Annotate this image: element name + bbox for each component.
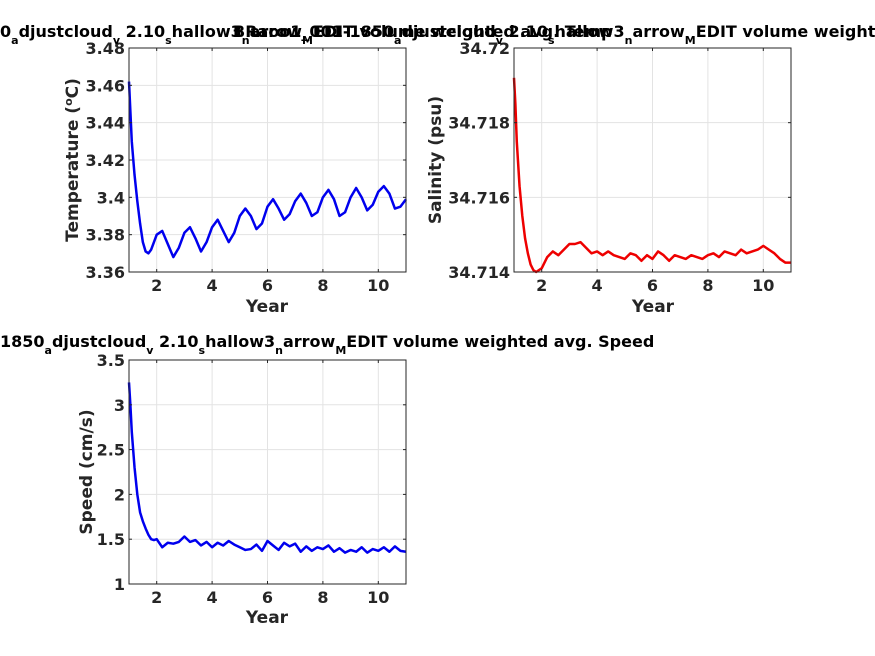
temperature-y-tick-label: 3.46 xyxy=(86,76,125,95)
salinity-title-part: djustcloud xyxy=(401,22,495,41)
salinity-x-tick-label: 2 xyxy=(536,276,547,295)
temperature-y-tick-label: 3.36 xyxy=(86,263,125,282)
salinity-x-tick-label: 6 xyxy=(647,276,658,295)
salinity-series-line xyxy=(512,77,791,274)
speed-title-part: a xyxy=(45,344,52,357)
temperature-title: 0adjustcloudv 2.10shallow3narrowMEDIT vo… xyxy=(0,22,613,47)
speed-title-part: s xyxy=(199,344,206,357)
salinity-title-part: BRaoo1_001-1850 xyxy=(233,22,394,41)
speed-y-tick-label: 3 xyxy=(114,396,125,415)
speed-title-part: 1850 xyxy=(0,332,45,351)
salinity-title-part: v xyxy=(496,34,504,47)
speed-x-tick-label: 2 xyxy=(151,588,162,607)
temperature-title-part: EDIT volume weighted avg. Temp xyxy=(313,22,613,41)
speed-title-part: M xyxy=(335,344,346,357)
speed-ticks: 2 4 6 8 10 1 1.5 2 2.5 3 3.5 xyxy=(97,351,406,607)
speed-title-part: djustcloud xyxy=(52,332,146,351)
salinity-title-part: a xyxy=(394,34,401,47)
temperature-title-part: v xyxy=(113,34,121,47)
salinity-panel: 2 4 6 8 10 34.714 34.716 34.718 34.72 Year Salin… xyxy=(233,22,875,317)
speed-x-tick-label: 4 xyxy=(207,588,218,607)
salinity-x-tick-label: 8 xyxy=(702,276,713,295)
temperature-title-part: a xyxy=(11,34,18,47)
speed-y-tick-label: 3.5 xyxy=(97,351,125,370)
temperature-panel: 2 4 6 8 10 3.36 3.38 3.4 3.42 3.44 3.46 3.48 Year T… xyxy=(0,22,613,317)
speed-title-part: n xyxy=(275,344,283,357)
salinity-grid xyxy=(514,47,791,273)
temperature-title-part: 2.10 xyxy=(120,22,165,41)
speed-title-part: arrow xyxy=(283,332,336,351)
temperature-title-part: arrow xyxy=(250,22,303,41)
temperature-y-tick-label: 3.44 xyxy=(86,114,125,133)
salinity-title-part: EDIT volume weighted avg. Salinity xyxy=(696,22,875,41)
salinity-y-tick-label: 34.718 xyxy=(448,114,510,133)
salinity-y-tick-label: 34.72 xyxy=(459,39,510,58)
salinity-title-part: hallow3 xyxy=(555,22,625,41)
speed-y-tick-label: 1 xyxy=(114,575,125,594)
temperature-title-part: djustcloud xyxy=(19,22,113,41)
speed-y-tick-label: 1.5 xyxy=(97,530,125,549)
temperature-x-tick-label: 2 xyxy=(151,276,162,295)
speed-y-tick-label: 2.5 xyxy=(97,441,125,460)
temperature-y-label-post: C) xyxy=(63,78,83,98)
temperature-title-part: s xyxy=(165,34,172,47)
speed-title-part: 2.10 xyxy=(153,332,198,351)
speed-y-axis-label: Speed (cm/s) xyxy=(77,409,97,534)
temperature-title-part: M xyxy=(302,34,313,47)
speed-title-part: EDIT volume weighted avg. Speed xyxy=(346,332,654,351)
speed-x-tick-label: 10 xyxy=(367,588,389,607)
temperature-x-tick-label: 8 xyxy=(317,276,328,295)
temperature-series-line xyxy=(127,81,408,259)
speed-title: 1850adjustcloudv 2.10shallow3narrowMEDIT… xyxy=(0,332,654,357)
speed-title-part: hallow3 xyxy=(205,332,275,351)
salinity-y-axis-label: Salinity (psu) xyxy=(426,96,446,224)
speed-series-line xyxy=(127,382,407,554)
temperature-y-label-pre: Temperature ( xyxy=(63,106,83,242)
temperature-x-tick-label: 4 xyxy=(207,276,218,295)
temperature-grid xyxy=(129,47,406,273)
salinity-title-part: n xyxy=(625,34,633,47)
temperature-y-tick-label: 3.42 xyxy=(86,151,125,170)
salinity-x-tick-label: 4 xyxy=(592,276,603,295)
salinity-title-part: 2.10 xyxy=(503,22,548,41)
temperature-y-tick-label: 3.48 xyxy=(86,39,125,58)
temperature-x-axis-label: Year xyxy=(245,297,289,317)
temperature-title-part: n xyxy=(242,34,250,47)
salinity-x-tick-label: 10 xyxy=(752,276,774,295)
speed-x-axis-label: Year xyxy=(245,608,289,628)
salinity-y-tick-label: 34.714 xyxy=(448,263,510,282)
speed-x-tick-label: 8 xyxy=(317,588,328,607)
temperature-y-label-degree: o xyxy=(62,98,75,106)
temperature-ticks: 2 4 6 8 10 3.36 3.38 3.4 3.42 3.44 3.46 3.48 xyxy=(86,39,406,295)
temperature-y-tick-label: 3.38 xyxy=(86,226,125,245)
salinity-title: BRaoo1_001-1850adjustcloudv 2.10shallow3… xyxy=(233,22,875,47)
temperature-title-part: hallow3 xyxy=(172,22,242,41)
temperature-y-axis-label: Temperature (oC) xyxy=(62,78,84,242)
salinity-ticks: 2 4 6 8 10 34.714 34.716 34.718 34.72 xyxy=(448,39,791,295)
salinity-x-axis-label: Year xyxy=(631,297,675,317)
salinity-y-tick-label: 34.716 xyxy=(448,188,510,207)
speed-panel: 2 4 6 8 10 1 1.5 2 2.5 3 3.5 Year Speed (cm/s) 185… xyxy=(0,332,654,628)
salinity-title-part: arrow xyxy=(632,22,685,41)
speed-x-tick-label: 6 xyxy=(262,588,273,607)
salinity-title-part: M xyxy=(685,34,696,47)
temperature-y-tick-label: 3.4 xyxy=(97,188,125,207)
speed-y-tick-label: 2 xyxy=(114,485,125,504)
temperature-x-tick-label: 6 xyxy=(262,276,273,295)
temperature-x-tick-label: 10 xyxy=(367,276,389,295)
salinity-title-part: s xyxy=(548,34,555,47)
temperature-title-part: 0 xyxy=(0,22,11,41)
speed-title-part: v xyxy=(146,344,154,357)
